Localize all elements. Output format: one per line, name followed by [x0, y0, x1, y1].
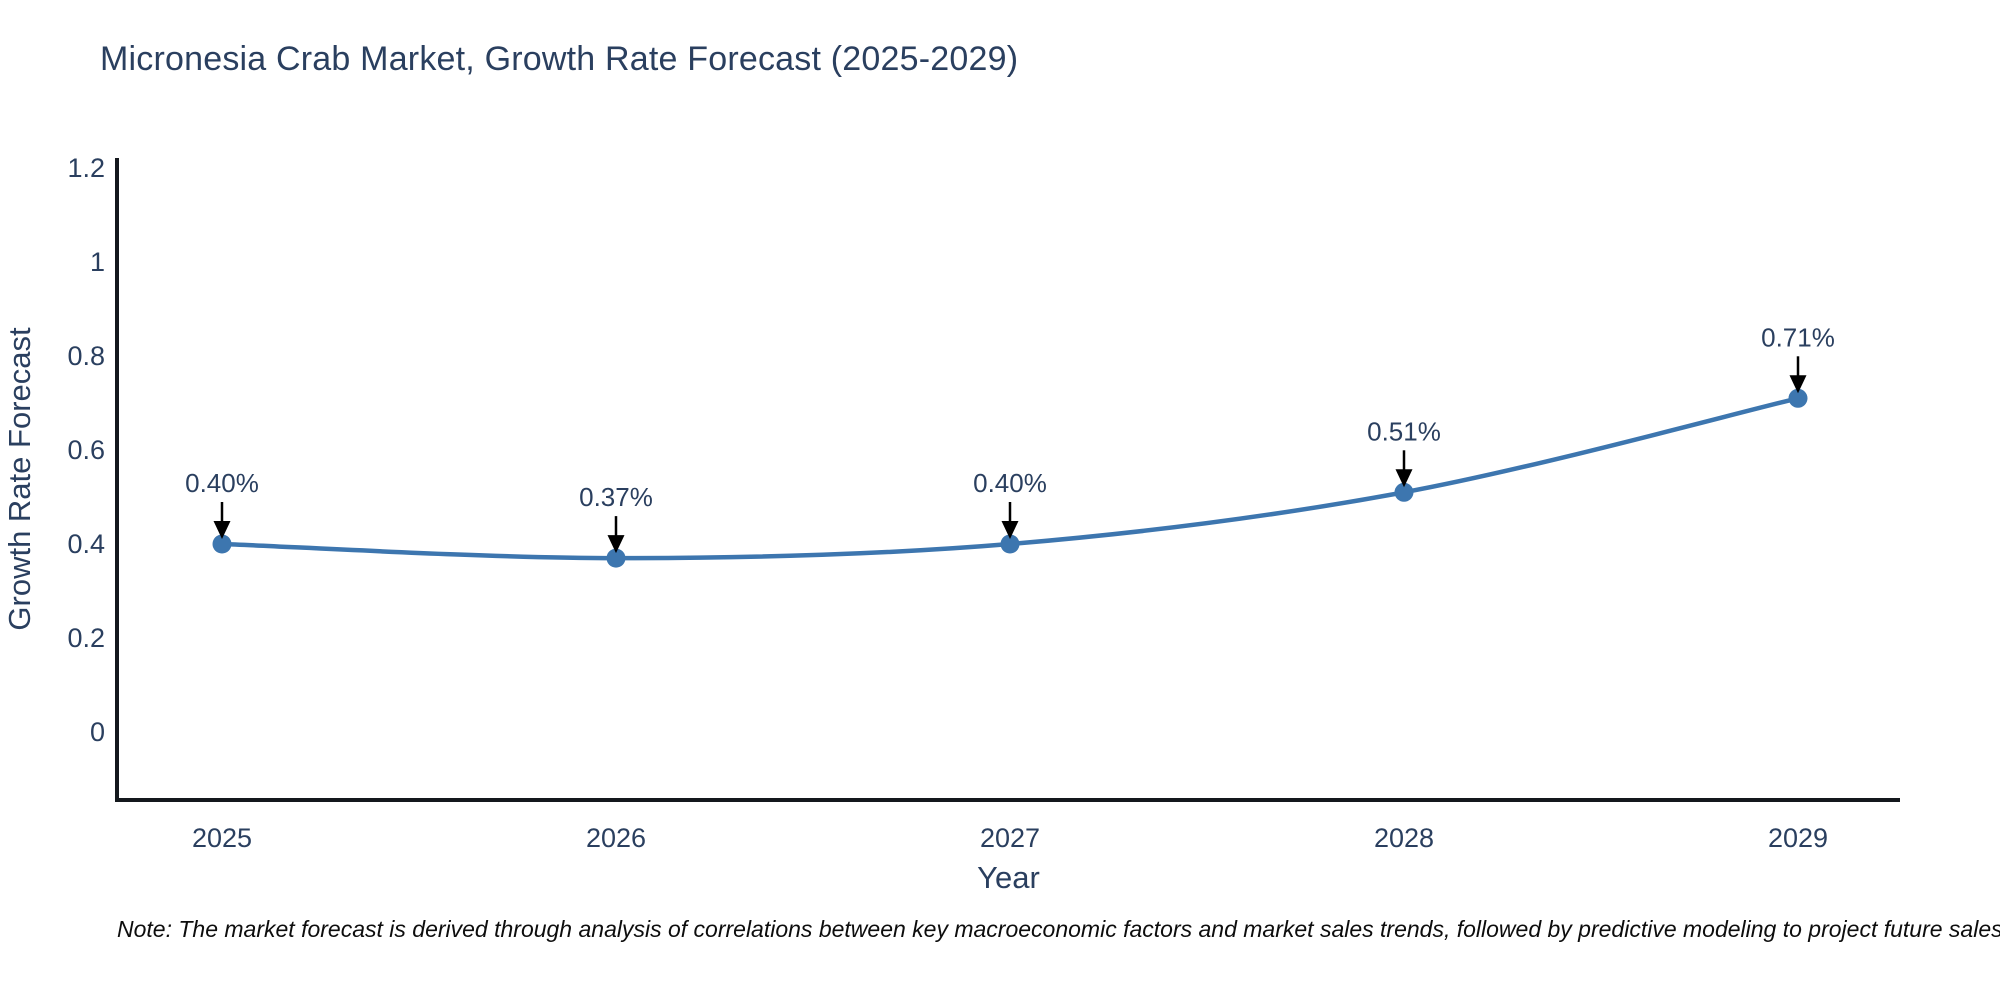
y-tick-label: 0 — [90, 717, 105, 747]
y-tick-label: 0.4 — [67, 529, 105, 559]
chart-title: Micronesia Crab Market, Growth Rate Fore… — [100, 40, 1019, 78]
data-point-2026[interactable] — [606, 548, 626, 568]
point-value-label: 0.51% — [1367, 416, 1441, 446]
annotation-arrowhead — [213, 521, 231, 539]
data-point-2027[interactable] — [1000, 534, 1020, 554]
y-tick-label: 1.2 — [67, 153, 105, 183]
point-value-label: 0.71% — [1761, 322, 1835, 352]
point-value-label: 0.40% — [973, 468, 1047, 498]
footnote: Note: The market forecast is derived thr… — [117, 916, 2000, 942]
x-axis-title: Year — [977, 860, 1040, 895]
x-tick-label: 2027 — [980, 823, 1040, 853]
annotation-arrowhead — [1001, 521, 1019, 539]
annotation-arrowhead — [607, 535, 625, 554]
point-value-label: 0.40% — [185, 468, 259, 498]
data-point-2025[interactable] — [212, 534, 232, 554]
y-axis-title: Growth Rate Forecast — [2, 327, 37, 631]
y-tick-label: 1 — [90, 247, 105, 277]
y-tick-label: 0.6 — [67, 435, 105, 465]
x-tick-label: 2025 — [192, 823, 252, 853]
x-tick-label: 2026 — [586, 823, 646, 853]
data-point-2029[interactable] — [1788, 388, 1808, 408]
annotation-arrowhead — [1395, 469, 1413, 488]
annotation-arrowhead — [1789, 375, 1807, 394]
data-point-2028[interactable] — [1394, 482, 1414, 502]
y-tick-label: 0.8 — [67, 341, 105, 371]
x-tick-label: 2029 — [1768, 823, 1828, 853]
x-tick-label: 2028 — [1374, 823, 1434, 853]
point-value-label: 0.37% — [579, 482, 653, 512]
y-tick-label: 0.2 — [67, 623, 105, 653]
